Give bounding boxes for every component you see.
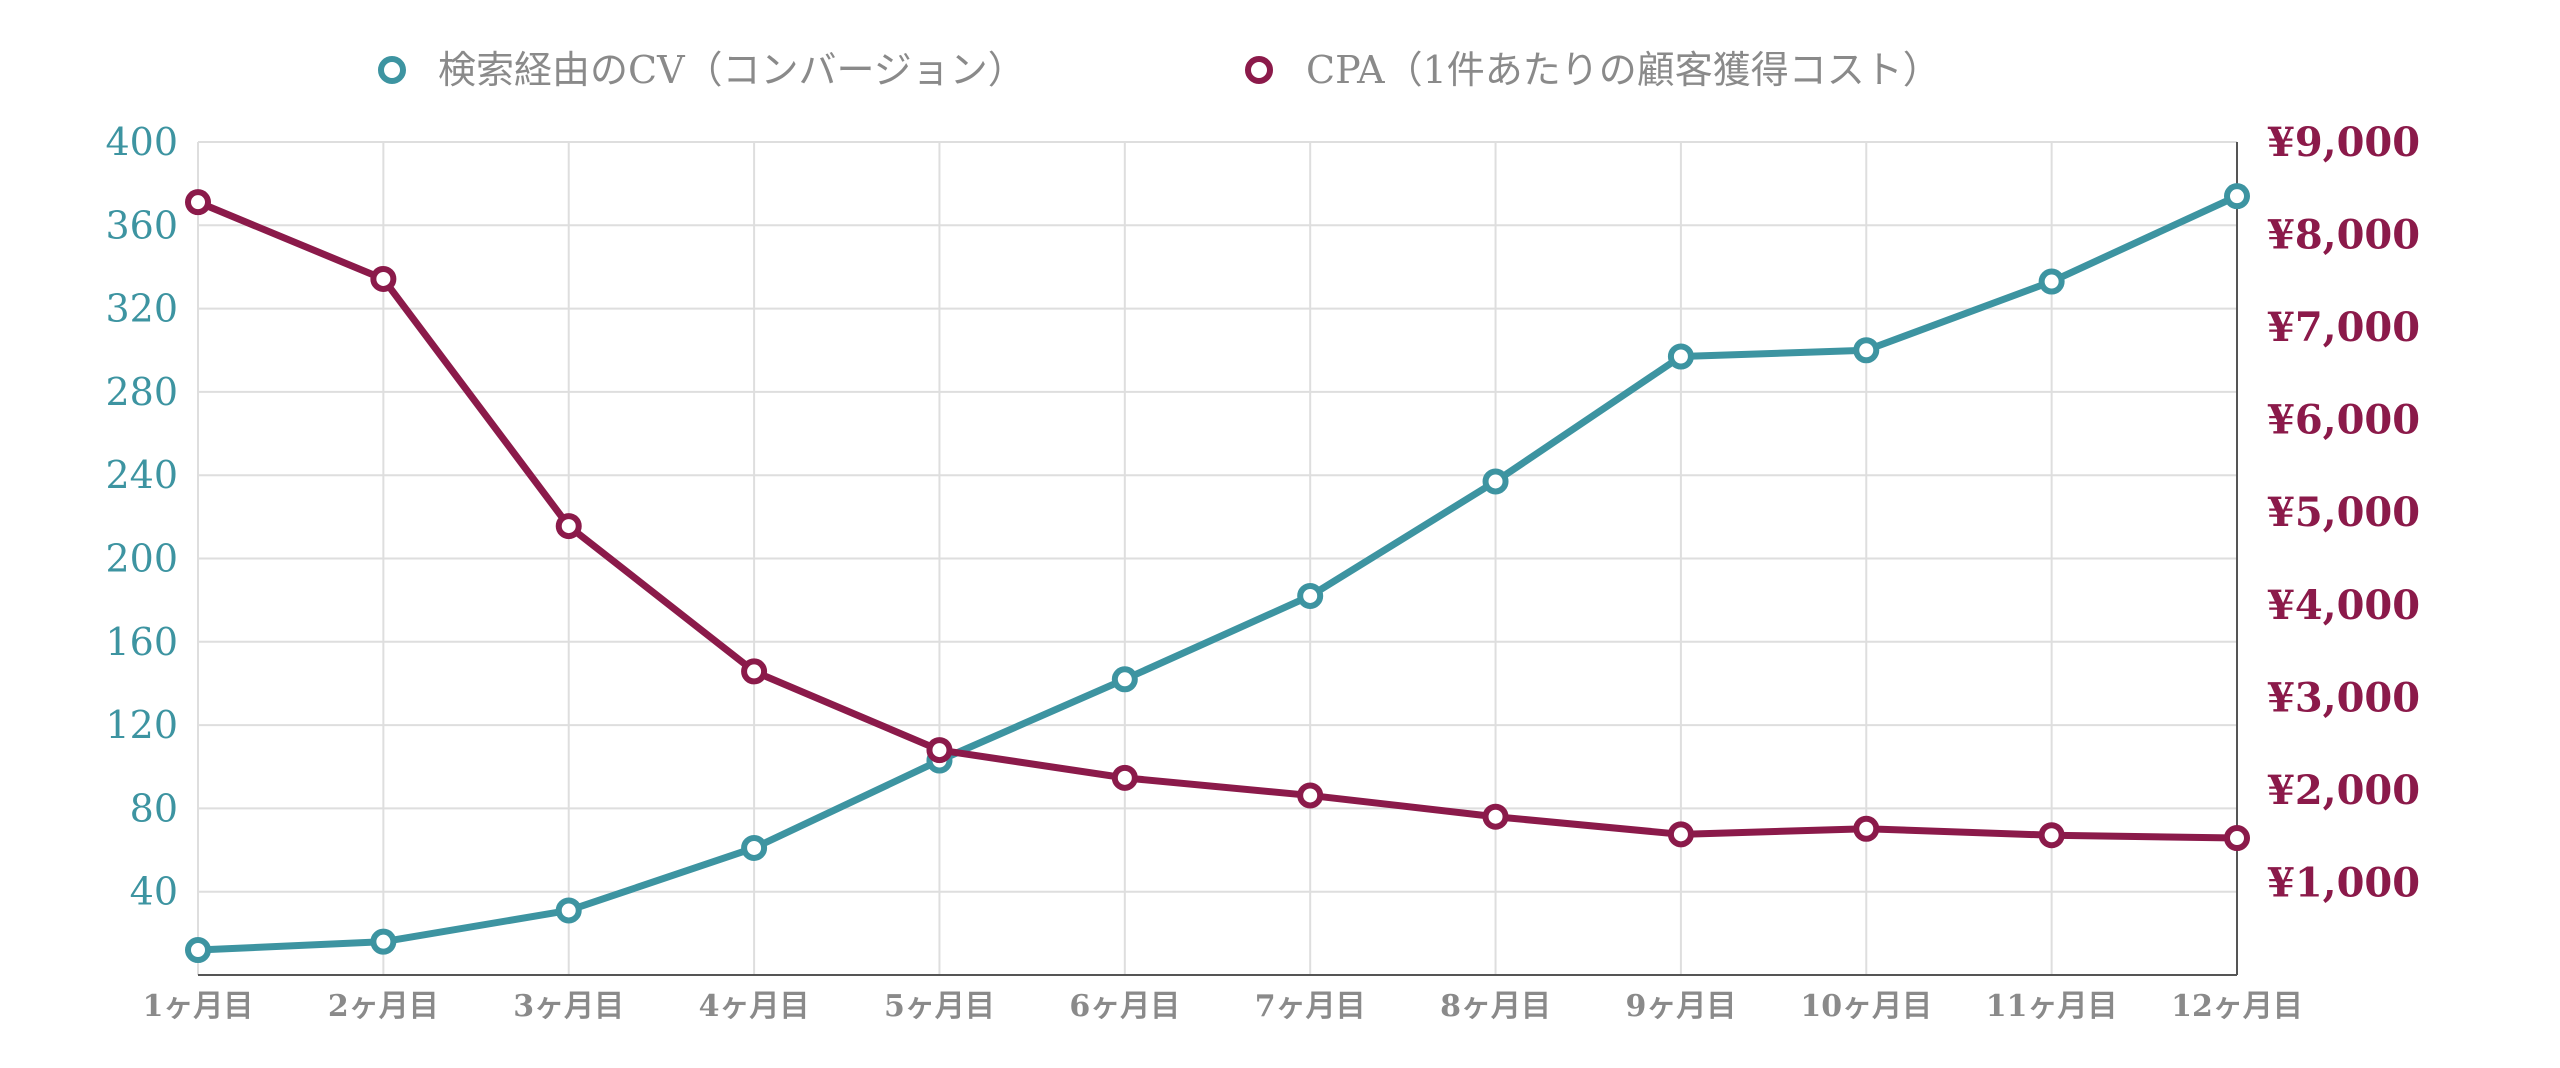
data-point[interactable] [2224,183,2250,210]
legend-label: CPA（1件あたりの顧客獲得コスト） [1306,48,1941,92]
legend-item[interactable]: CPA（1件あたりの顧客獲得コスト） [1245,48,1941,92]
y-right-tick-label: ¥6,000 [2267,397,2420,444]
series-layer [185,183,2250,964]
series-line [194,198,2241,842]
series-line [194,192,2241,954]
x-tick-label: 7ヶ月目 [1255,989,1366,1024]
data-point[interactable] [741,658,768,685]
legend-marker-icon [1245,56,1273,84]
x-axis-ticks: 1ヶ月目 2ヶ月目 3ヶ月目 4ヶ月目 5ヶ月目 6ヶ月目 7ヶ月目 8ヶ月目 9ヶ月目 10ヶ月… [143,989,2303,1024]
x-tick-label: 3ヶ月目 [513,989,624,1024]
data-point[interactable] [555,513,582,540]
data-point[interactable] [1853,815,1880,842]
data-point[interactable] [1111,764,1138,791]
y-right-tick-label: ¥4,000 [2267,582,2420,629]
data-point[interactable] [370,928,397,955]
y-left-tick-label: 160 [105,620,178,664]
y-right-tick-label: ¥1,000 [2267,859,2420,906]
y-left-tick-label: 400 [105,120,178,164]
legend-label: 検索経由のCV（コンバージョン） [438,48,1026,92]
data-point[interactable] [926,737,953,764]
y-left-tick-label: 40 [130,870,178,914]
data-point[interactable] [370,265,397,292]
data-point[interactable] [2224,825,2250,852]
legend-item[interactable]: 検索経由のCV（コンバージョン） [378,48,1026,92]
x-tick-label: 10ヶ月目 [1800,989,1932,1024]
x-tick-label: 8ヶ月目 [1440,989,1551,1024]
y-right-tick-label: ¥2,000 [2267,767,2420,814]
y-right-tick-label: ¥7,000 [2267,304,2420,351]
y-right-tick-label: ¥8,000 [2267,212,2420,259]
x-tick-label: 2ヶ月目 [328,989,439,1024]
legend[interactable]: 検索経由のCV（コンバージョン） CPA（1件あたりの顧客獲得コスト） [378,48,1941,92]
data-point[interactable] [185,189,211,216]
y-right-tick-label: ¥3,000 [2267,674,2420,721]
data-point[interactable] [1667,821,1694,848]
y-axis-right-ticks: ¥1,000 ¥2,000 ¥3,000 ¥4,000 ¥5,000 ¥6,000 ¥7,0… [2267,119,2420,906]
y-right-tick-label: ¥5,000 [2267,489,2420,536]
data-point[interactable] [185,937,211,964]
y-left-tick-label: 240 [105,453,178,497]
series-cpa [185,189,2250,852]
data-point[interactable] [1853,337,1880,364]
series-cv [185,183,2250,964]
y-left-tick-label: 280 [105,370,178,414]
y-left-tick-label: 80 [130,786,178,830]
data-point[interactable] [2038,822,2065,849]
data-point[interactable] [1667,343,1694,370]
x-tick-label: 4ヶ月目 [699,989,810,1024]
data-point[interactable] [2038,268,2065,295]
data-point[interactable] [1297,582,1324,609]
data-point[interactable] [1482,468,1509,495]
x-tick-label: 5ヶ月目 [884,989,995,1024]
legend-marker-icon [378,56,406,84]
y-left-tick-label: 200 [105,537,178,581]
y-right-tick-label: ¥9,000 [2267,119,2420,166]
x-tick-label: 9ヶ月目 [1625,989,1736,1024]
x-tick-label: 11ヶ月目 [1986,989,2118,1024]
x-tick-label: 6ヶ月目 [1069,989,1180,1024]
data-point[interactable] [1482,803,1509,830]
data-point[interactable] [1111,666,1138,693]
grid [197,141,2238,975]
y-left-tick-label: 360 [105,203,178,247]
y-axis-left-ticks: 40 80 120 160 200 240 280 320 360 400 [105,120,178,914]
y-left-tick-label: 120 [105,703,178,747]
data-point[interactable] [741,834,768,861]
y-left-tick-label: 320 [105,287,178,331]
data-point[interactable] [555,897,582,924]
x-tick-label: 1ヶ月目 [143,989,254,1024]
x-tick-label: 12ヶ月目 [2171,989,2303,1024]
data-point[interactable] [1297,782,1324,809]
